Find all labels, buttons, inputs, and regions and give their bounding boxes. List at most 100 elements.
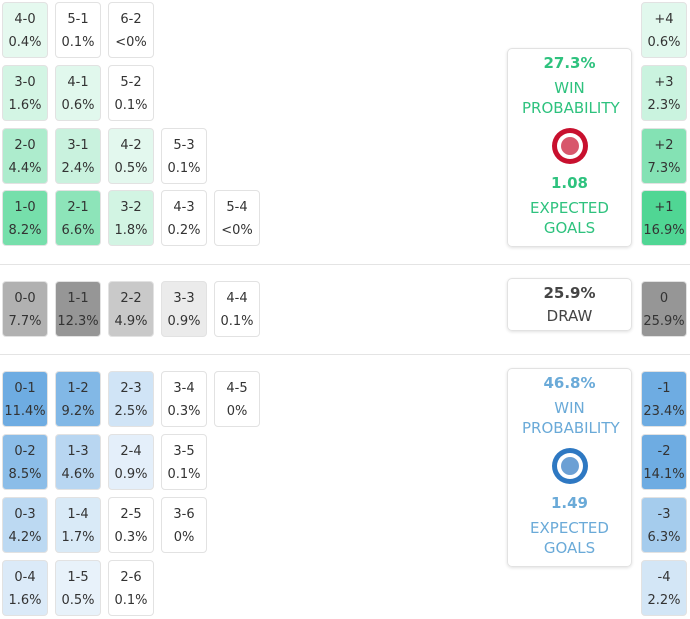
- score-cell: 3-1 2.4%: [55, 128, 101, 184]
- probability: <0%: [115, 35, 147, 50]
- score-cell: +2 7.3%: [641, 128, 687, 184]
- score-cell: 1-5 0.5%: [55, 560, 101, 616]
- score-cell: -3 6.3%: [641, 497, 687, 553]
- score: 4-1: [67, 75, 89, 90]
- probability: 25.9%: [643, 314, 685, 329]
- score-cell: -4 2.2%: [641, 560, 687, 616]
- score-cell: 5-2 0.1%: [108, 65, 154, 121]
- probability: 8.2%: [8, 223, 42, 238]
- probability: 0%: [226, 404, 248, 419]
- probability: 0.9%: [167, 314, 201, 329]
- score: +2: [654, 138, 674, 153]
- probability: 6.6%: [61, 223, 95, 238]
- probability: 9.2%: [61, 404, 95, 419]
- score: 2-1: [67, 200, 89, 215]
- score: 1-5: [67, 570, 89, 585]
- score: 2-4: [120, 444, 142, 459]
- score-cell: 3-3 0.9%: [161, 281, 207, 337]
- probability: 4.6%: [61, 467, 95, 482]
- probability: 2.4%: [61, 161, 95, 176]
- score: 1-0: [14, 200, 36, 215]
- probability: 4.4%: [8, 161, 42, 176]
- score: 3-6: [173, 507, 195, 522]
- score-cell: 2-4 0.9%: [108, 434, 154, 490]
- probability: 0.1%: [61, 35, 95, 50]
- win-label: WIN PROBABILITY: [522, 79, 620, 117]
- score: -2: [657, 444, 671, 459]
- score: 3-0: [14, 75, 36, 90]
- probability: 2.5%: [114, 404, 148, 419]
- score-cell: 6-2 <0%: [108, 2, 154, 58]
- score: 4-0: [14, 12, 36, 27]
- probability: 4.2%: [8, 530, 42, 545]
- score: -3: [657, 507, 671, 522]
- probability: 1.8%: [114, 223, 148, 238]
- probability: 16.9%: [643, 223, 685, 238]
- win-probability: 25.9%: [543, 284, 596, 302]
- score-cell: 4-0 0.4%: [2, 2, 48, 58]
- score-cell: 4-3 0.2%: [161, 190, 207, 246]
- score-cell: 2-6 0.1%: [108, 560, 154, 616]
- score-cell: 0-3 4.2%: [2, 497, 48, 553]
- score: 4-5: [226, 381, 248, 396]
- score: +4: [654, 12, 674, 27]
- probability: 0.1%: [167, 467, 201, 482]
- score: 5-2: [120, 75, 142, 90]
- score-cell: 3-2 1.8%: [108, 190, 154, 246]
- score-cell: 2-2 4.9%: [108, 281, 154, 337]
- score: 0-1: [14, 381, 36, 396]
- summary-panel: 27.3% WIN PROBABILITY 1.08 EXPECTED GOALS: [507, 48, 632, 247]
- probability: 0.9%: [114, 467, 148, 482]
- score-cell: 0 25.9%: [641, 281, 687, 337]
- team-crest: [551, 128, 588, 164]
- summary-panel: 25.9% DRAW: [507, 278, 632, 331]
- probability: 0.1%: [114, 98, 148, 113]
- score-cell: 0-0 7.7%: [2, 281, 48, 337]
- xg-label: EXPECTED GOALS: [530, 199, 609, 237]
- probability: 2.3%: [647, 98, 681, 113]
- score: 5-3: [173, 138, 195, 153]
- score-cell: -1 23.4%: [641, 371, 687, 427]
- score-cell: 5-4 <0%: [214, 190, 260, 246]
- score: 2-6: [120, 570, 142, 585]
- score: 1-1: [67, 291, 89, 306]
- score: 0-0: [14, 291, 36, 306]
- score-cell: 0-1 11.4%: [2, 371, 48, 427]
- score-cell: 0-2 8.5%: [2, 434, 48, 490]
- probability: 0.6%: [61, 98, 95, 113]
- score: -1: [657, 381, 671, 396]
- score-cell: 1-2 9.2%: [55, 371, 101, 427]
- probability: 6.3%: [647, 530, 681, 545]
- score: 0-2: [14, 444, 36, 459]
- score-cell: 3-4 0.3%: [161, 371, 207, 427]
- score-cell: +1 16.9%: [641, 190, 687, 246]
- probability: 7.7%: [8, 314, 42, 329]
- score-cell: 1-1 12.3%: [55, 281, 101, 337]
- score: 3-4: [173, 381, 195, 396]
- probability: 0%: [173, 530, 195, 545]
- score-cell: 5-3 0.1%: [161, 128, 207, 184]
- score: -4: [657, 570, 671, 585]
- probability: 0.1%: [167, 161, 201, 176]
- score-cell: 2-1 6.6%: [55, 190, 101, 246]
- score: 0-3: [14, 507, 36, 522]
- probability: 23.4%: [643, 404, 685, 419]
- score: 0-4: [14, 570, 36, 585]
- score-cell: 1-4 1.7%: [55, 497, 101, 553]
- score: 6-2: [120, 12, 142, 27]
- score-cell: 2-3 2.5%: [108, 371, 154, 427]
- score-cell: +3 2.3%: [641, 65, 687, 121]
- probability: 1.6%: [8, 98, 42, 113]
- team-crest: [551, 448, 588, 484]
- probability: 0.3%: [114, 530, 148, 545]
- score-cell: 2-5 0.3%: [108, 497, 154, 553]
- expected-goals: 1.08: [550, 174, 588, 192]
- probability: 1.6%: [8, 593, 42, 608]
- probability: 14.1%: [643, 467, 685, 482]
- score-cell: -2 14.1%: [641, 434, 687, 490]
- probability: 0.5%: [114, 161, 148, 176]
- probability: <0%: [221, 223, 253, 238]
- win-probability: 46.8%: [543, 374, 596, 392]
- score: 2-2: [120, 291, 142, 306]
